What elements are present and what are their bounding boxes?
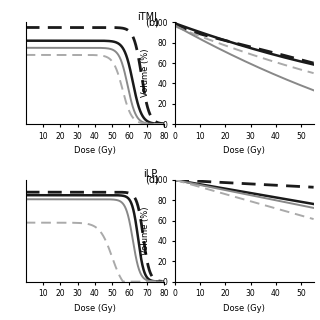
Y-axis label: Volume (%): Volume (%)	[141, 49, 150, 98]
Text: (d): (d)	[145, 175, 158, 185]
X-axis label: Dose (Gy): Dose (Gy)	[223, 304, 265, 313]
Text: (b): (b)	[145, 17, 158, 27]
Text: iLP: iLP	[143, 169, 157, 179]
Y-axis label: Volume (%): Volume (%)	[141, 206, 150, 255]
X-axis label: Dose (Gy): Dose (Gy)	[74, 304, 116, 313]
Text: iTMJ: iTMJ	[137, 12, 157, 22]
X-axis label: Dose (Gy): Dose (Gy)	[74, 146, 116, 155]
X-axis label: Dose (Gy): Dose (Gy)	[223, 146, 265, 155]
